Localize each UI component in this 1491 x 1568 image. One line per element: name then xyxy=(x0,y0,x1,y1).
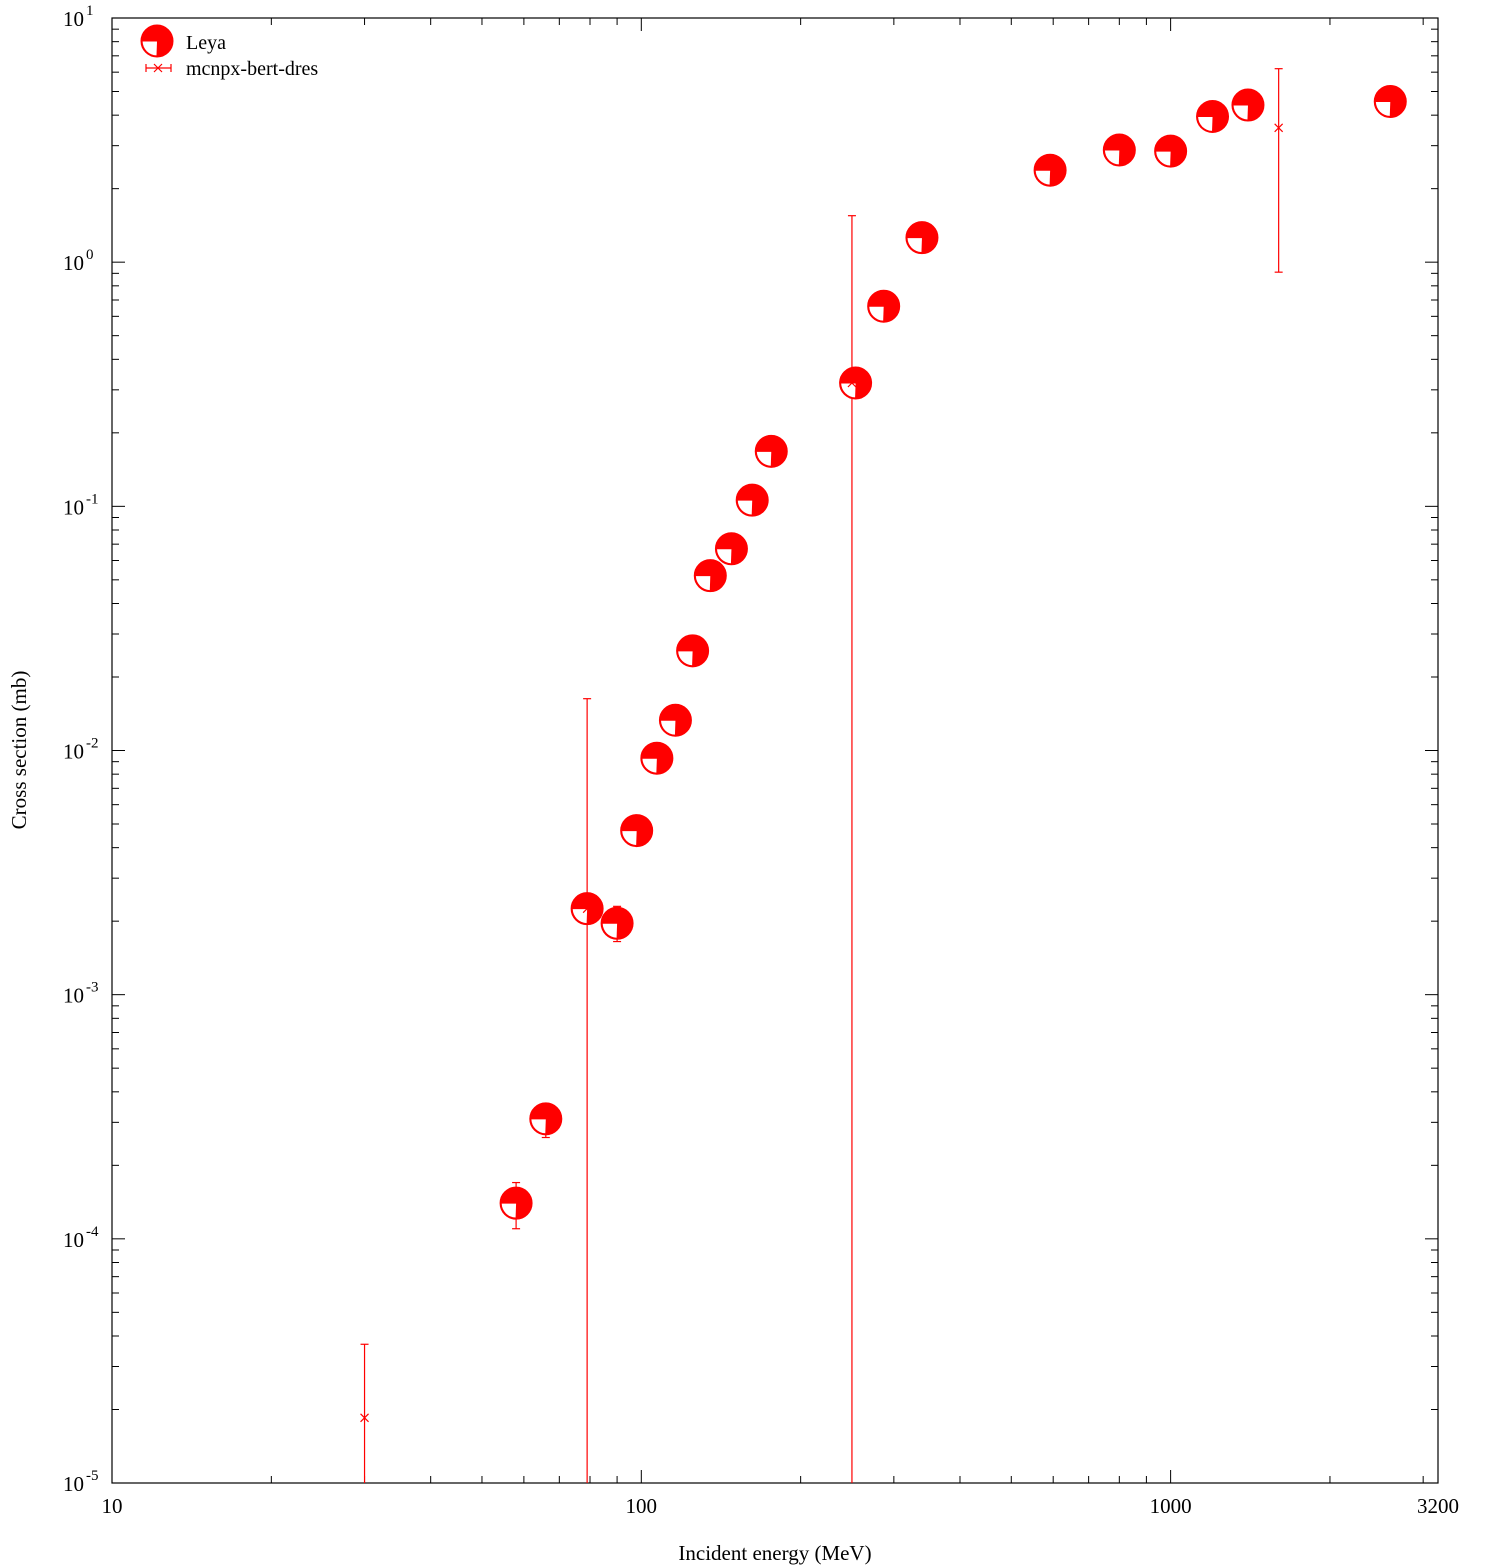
plot-frame xyxy=(111,17,1439,1484)
leya-point xyxy=(1154,134,1188,168)
data-points xyxy=(360,85,1407,1423)
y-tick-exponent: -2 xyxy=(86,736,99,752)
leya-point xyxy=(754,434,788,468)
error-bars xyxy=(360,68,1395,1483)
leya-point xyxy=(1033,153,1067,187)
leya-point xyxy=(676,634,710,668)
leya-point xyxy=(1102,133,1136,167)
y-tick-exponent: -5 xyxy=(86,1468,99,1484)
leya-point xyxy=(867,289,901,323)
x-tick-label: 1000 xyxy=(1150,1494,1192,1518)
mcnpx-point xyxy=(360,1413,369,1423)
legend-marker-mcnpx-bert-dres xyxy=(145,63,172,73)
legend-marker-leya xyxy=(140,24,174,58)
y-tick-exponent: -3 xyxy=(86,980,99,996)
x-axis-label: Incident energy (MeV) xyxy=(678,1541,871,1565)
leya-point xyxy=(620,814,654,848)
leya-point xyxy=(658,703,692,737)
leya-point xyxy=(693,559,727,593)
legend-label-mcnpx-bert-dres: mcnpx-bert-dres xyxy=(186,58,318,80)
legend: Leya mcnpx-bert-dres xyxy=(140,24,318,80)
leya-point xyxy=(1373,85,1407,119)
leya-point xyxy=(714,532,748,566)
leya-point xyxy=(600,906,634,940)
legend-symbol-mcnpx xyxy=(153,63,163,73)
legend-symbol-leya xyxy=(140,24,174,58)
y-tick-exponent: -1 xyxy=(86,491,99,507)
mcnpx-point xyxy=(582,904,592,914)
x-tick-label: 100 xyxy=(626,1494,658,1518)
y-tick-label: 10 xyxy=(63,1228,84,1252)
x-tick-label: 10 xyxy=(102,1494,123,1518)
y-tick-label: 10 xyxy=(63,7,84,31)
leya-point xyxy=(839,366,873,400)
leya-point xyxy=(529,1102,563,1136)
mcnpx-point xyxy=(847,378,857,388)
y-tick-exponent: 1 xyxy=(86,3,94,19)
y-tick-exponent: 0 xyxy=(86,247,94,263)
x-tick-label: 3200 xyxy=(1417,1494,1459,1518)
leya-point xyxy=(499,1186,533,1220)
leya-point xyxy=(905,221,939,255)
y-tick-label: 10 xyxy=(63,495,84,519)
leya-point xyxy=(1231,88,1265,122)
y-axis-label: Cross section (mb) xyxy=(7,671,31,830)
y-tick-label: 10 xyxy=(63,1472,84,1496)
y-tick-label: 10 xyxy=(63,740,84,764)
mcnpx-point xyxy=(1274,123,1284,133)
leya-point xyxy=(640,741,674,775)
leya-point xyxy=(735,483,769,517)
y-tick-label: 10 xyxy=(63,251,84,275)
y-tick-label: 10 xyxy=(63,984,84,1008)
x-axis: 10 100 1000 3200 xyxy=(102,18,1459,1518)
leya-point xyxy=(1196,99,1230,133)
legend-label-leya: Leya xyxy=(186,32,226,54)
y-tick-exponent: -4 xyxy=(86,1224,99,1240)
